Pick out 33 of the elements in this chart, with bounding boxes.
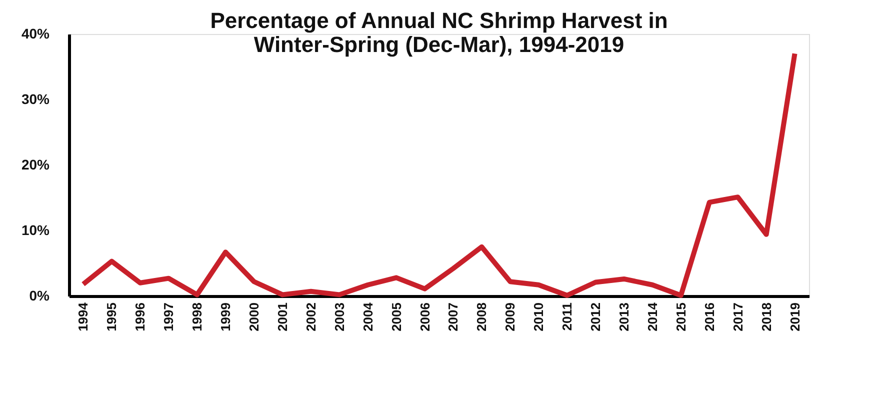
x-tick-label: 2014 (644, 302, 660, 332)
x-tick-label: 2008 (474, 302, 490, 332)
x-tick-label: 1994 (76, 302, 91, 332)
x-tick-label: 2004 (360, 302, 376, 332)
x-tick-label: 1996 (132, 302, 148, 332)
x-tick-label: 1999 (218, 302, 234, 332)
x-tick-label: 2016 (702, 302, 717, 332)
x-tick-label: 1995 (104, 302, 120, 332)
text: Winter-Spring (Dec-Mar), 1994-2019 (254, 32, 624, 57)
x-tick-label: 2001 (274, 302, 290, 332)
x-tick-label: 2019 (787, 302, 802, 332)
x-tick-label: 2003 (332, 302, 347, 332)
x-tick-label: 2013 (616, 302, 632, 332)
x-tick-label: 2011 (560, 302, 575, 331)
x-tick-label: 2015 (673, 302, 688, 332)
x-tick-label: 1997 (161, 302, 176, 332)
y-tick-label: 10% (21, 222, 50, 238)
y-tick-label: 40% (21, 26, 50, 42)
y-tick-label: 20% (21, 156, 50, 172)
y-tick-label: 0% (29, 288, 50, 304)
x-tick-label: 2012 (588, 302, 604, 332)
x-tick-label: 2000 (246, 302, 262, 332)
x-tick-label: 2017 (730, 302, 746, 332)
x-tick-label: 2018 (758, 302, 774, 332)
x-tick-label: 2010 (531, 302, 546, 332)
x-tick-label: 2005 (388, 302, 404, 332)
text: Percentage of Annual NC Shrimp Harvest in (210, 8, 668, 33)
x-tick-label: 2007 (446, 302, 461, 332)
x-tick-label: 2006 (417, 302, 432, 332)
x-tick-label: 1998 (190, 302, 205, 332)
x-tick-label: 2009 (502, 302, 518, 332)
y-tick-label: 30% (21, 91, 50, 107)
x-tick-label: 2002 (303, 302, 318, 332)
